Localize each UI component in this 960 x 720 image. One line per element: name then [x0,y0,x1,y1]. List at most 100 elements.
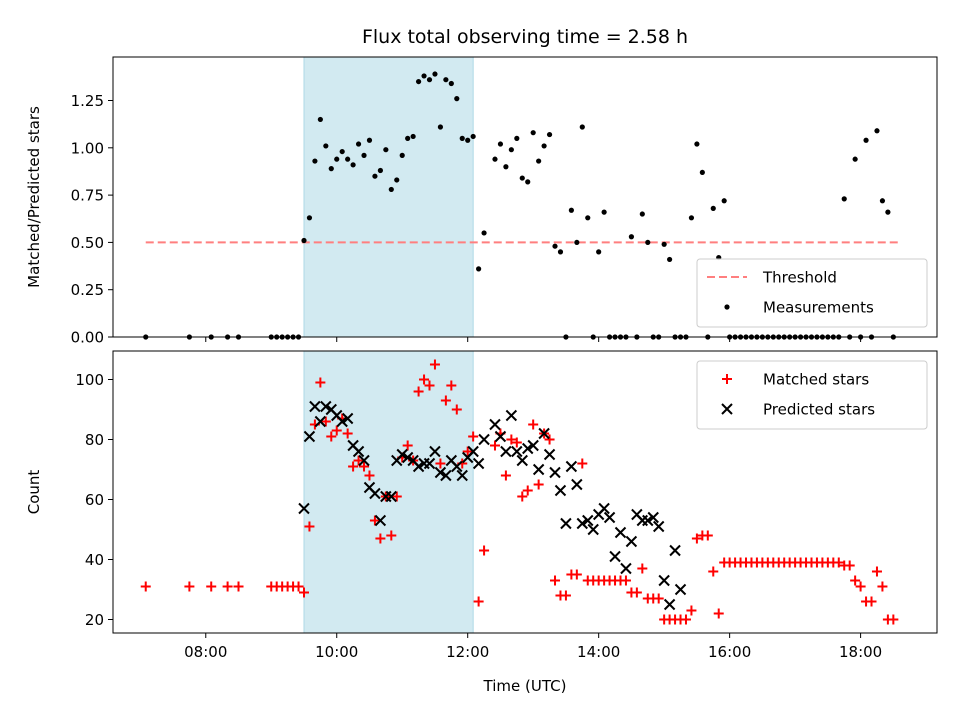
measurements-point [699,169,705,176]
matched-stars-point [877,581,888,592]
y-tick-label: 80 [85,431,104,449]
matched-stars-point [435,458,446,469]
measurements-point [410,133,416,140]
matched-stars-point [888,614,899,625]
matched-stars-point [364,470,375,481]
matched-stars-point [222,581,233,592]
predicted-stars-point [669,544,681,557]
measurements-point [552,243,558,249]
matched-stars-point [359,461,370,472]
matched-stars-point [702,530,713,541]
predicted-stars-point [652,520,665,533]
y-tick-label: 100 [75,371,104,389]
matched-stars-point [533,479,544,490]
measurements-point [492,156,498,162]
matched-stars-point [680,614,691,625]
measurements-point [639,211,645,217]
matched-stars-point [429,359,440,370]
measurements-point [694,141,700,147]
predicted-stars-point [554,484,567,497]
predicted-stars-point [609,550,621,563]
y-tick-label: 60 [85,491,104,509]
predicted-stars-point [429,445,441,458]
matched-stars-point [206,581,217,592]
predicted-stars-point [516,454,528,467]
ratio-y-axis-label: Matched/Predicted stars [25,106,43,288]
predicted-stars-point [309,400,321,413]
measurements-point [508,147,514,153]
measurements-point [541,143,547,149]
predicted-stars-point [614,526,627,539]
matched-stars-point [468,431,479,442]
count-y-axis-label: Count [25,470,43,515]
y-tick-label: 0.75 [71,187,104,205]
measurements-point [465,137,471,143]
matched-stars-point [320,416,331,427]
measurements-point [454,96,460,102]
matched-stars-point [620,575,631,586]
measurements-point [530,130,536,136]
matched-stars-point [419,374,430,385]
measurements-point [448,80,454,87]
matched-stars-point [489,440,500,451]
matched-stars-point [855,581,866,592]
x-tick-label: 16:00 [708,643,751,661]
predicted-stars-point [620,562,632,575]
measurements-point [350,162,356,168]
matched-stars-point [571,569,582,580]
legend-label: Threshold [762,269,837,287]
measurements-point [421,73,427,79]
matched-stars-point [386,530,397,541]
legend-box [696,258,928,328]
measurements-point [514,135,520,141]
axes-frame [112,350,938,634]
matched-stars-point [298,587,309,598]
measurements-point [317,116,323,123]
measurements-point [323,143,329,149]
matched-stars-point [833,557,844,568]
measurements-point [585,215,591,221]
predicted-stars-point [505,409,518,422]
measurements-point [519,175,525,181]
measurements-point [476,266,482,272]
measurements-point [863,137,869,143]
matched-stars-point [528,419,539,430]
measurements-point [497,141,504,147]
matched-stars-point [140,581,151,592]
matched-stars-point [473,596,484,607]
predicted-stars-point [489,418,501,431]
matched-stars-point [462,446,473,457]
predicted-stars-point [565,460,578,473]
measurements-point [879,198,886,204]
matched-stars-point [522,485,533,496]
measurements-point [546,131,553,138]
legend-label: Matched stars [763,371,869,389]
measurements-point [568,207,574,213]
measurements-point [437,124,444,130]
matched-stars-point [866,596,877,607]
predicted-stars-point [467,445,479,458]
predicted-stars-point [538,427,550,440]
shaded-region [303,351,474,633]
predicted-stars-point [401,451,414,464]
y-tick-label: 0.00 [71,329,104,347]
measurements-point [481,230,487,236]
predicted-stars-point [298,502,310,515]
matched-stars-point [631,587,642,598]
measurements-point [355,141,362,147]
measurements-point [328,166,334,172]
matched-stars-point [413,386,424,397]
predicted-stars-point [374,514,387,527]
matched-stars-point [637,563,648,574]
predicted-stars-point [385,490,398,503]
matched-stars-point [686,605,697,616]
matched-stars-point [440,395,451,406]
predicted-stars-point [440,469,452,482]
matched-stars-point [500,470,511,481]
matched-stars-point [342,428,353,439]
x-tick-label: 10:00 [315,643,358,661]
predicted-stars-point [527,439,539,452]
predicted-stars-point [494,430,507,443]
predicted-stars-point [352,445,365,458]
y-tick-label: 0.50 [71,234,104,252]
